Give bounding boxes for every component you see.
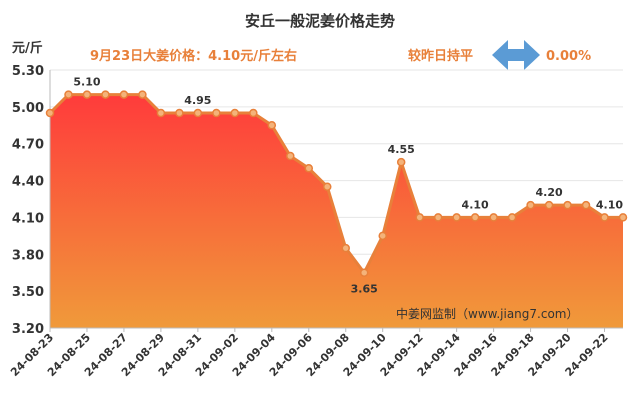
data-label: 4.20 <box>535 186 562 199</box>
y-axis-ticks: 5.30 5.00 4.70 4.40 4.10 3.80 3.50 3.20 <box>12 64 44 337</box>
chart-title: 安丘一般泥姜价格走势 <box>245 12 395 30</box>
data-point <box>507 213 517 222</box>
data-point <box>359 268 369 277</box>
data-point <box>101 90 110 99</box>
data-label: 4.10 <box>596 198 623 211</box>
series-line <box>45 90 628 277</box>
y-tick-label: 3.80 <box>12 248 44 263</box>
data-labels: 5.10 4.95 3.65 4.55 4.10 4.20 4.10 <box>73 76 623 296</box>
area-fill <box>50 94 623 328</box>
data-point <box>64 90 73 99</box>
price-info-text: 9月23日大姜价格：4.10元/斤左右 <box>90 48 297 64</box>
y-tick-label: 4.10 <box>12 211 44 226</box>
data-point <box>45 108 55 118</box>
data-point <box>581 200 591 210</box>
data-point <box>396 157 406 167</box>
compare-text: 较昨日持平 <box>408 48 473 64</box>
data-point <box>563 200 572 210</box>
data-label: 4.95 <box>184 94 211 107</box>
y-tick-label: 4.40 <box>12 175 44 190</box>
change-percent-text: 0.00% <box>546 49 591 64</box>
data-point <box>470 213 480 222</box>
y-tick-label: 4.70 <box>12 138 44 153</box>
data-point <box>323 182 332 191</box>
data-point <box>618 213 628 222</box>
data-point <box>230 108 240 118</box>
data-point <box>544 200 554 210</box>
data-point <box>341 243 350 253</box>
y-tick-label: 5.30 <box>12 64 44 79</box>
data-point <box>378 231 387 241</box>
data-point <box>415 213 424 222</box>
data-point <box>489 213 498 222</box>
data-point <box>175 108 184 118</box>
source-watermark: 中姜网监制（www.jiang7.com） <box>396 306 578 321</box>
double-arrow-icon <box>492 40 540 70</box>
data-point <box>119 90 129 99</box>
y-tick-label: 3.50 <box>12 285 44 300</box>
data-point <box>267 121 277 130</box>
data-point <box>212 108 221 118</box>
data-point <box>156 108 166 118</box>
y-tick-label: 3.20 <box>12 322 44 337</box>
y-axis-unit: 元/斤 <box>12 40 43 56</box>
data-point <box>249 108 258 118</box>
data-point <box>433 213 443 222</box>
data-label: 4.55 <box>388 143 415 156</box>
data-point <box>193 108 203 118</box>
data-point <box>286 151 295 161</box>
data-label: 4.10 <box>462 198 489 211</box>
data-point <box>600 213 609 222</box>
area-path <box>50 94 623 328</box>
data-label: 3.65 <box>351 283 378 296</box>
data-point <box>526 200 535 210</box>
data-point <box>304 164 314 173</box>
data-point <box>452 213 461 222</box>
data-point <box>82 90 92 99</box>
x-axis-ticks: 24-08-2324-08-2524-08-2724-08-2924-08-31… <box>8 328 611 379</box>
data-point <box>138 90 147 99</box>
y-tick-label: 5.00 <box>12 101 44 116</box>
data-label: 5.10 <box>73 76 100 89</box>
